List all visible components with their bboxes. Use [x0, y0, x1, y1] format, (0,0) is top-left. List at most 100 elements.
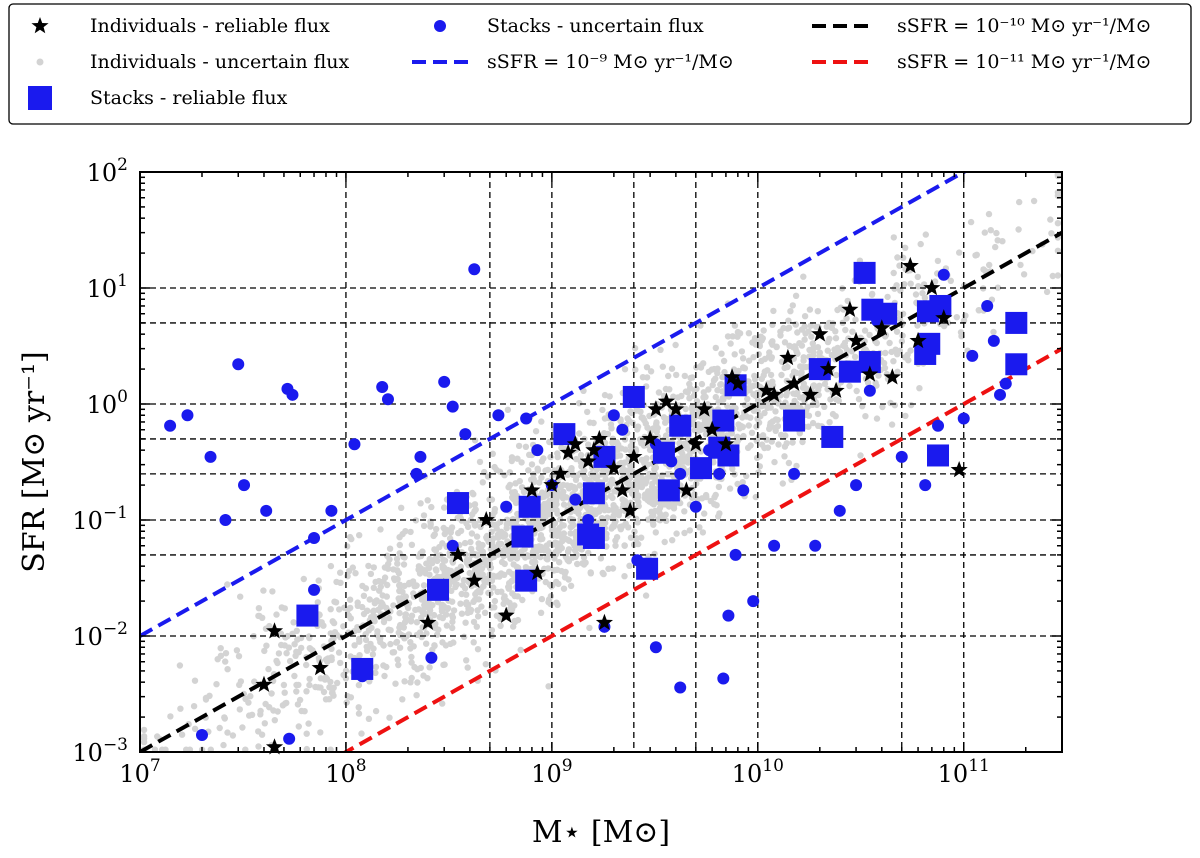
data-point-square [853, 261, 876, 284]
cloud-point [365, 562, 372, 570]
cloud-point [768, 438, 775, 445]
data-point-square [1005, 353, 1028, 376]
cloud-point [899, 332, 906, 339]
cloud-point [644, 461, 651, 468]
data-point-circle [181, 409, 194, 422]
cloud-point [532, 428, 540, 435]
cloud-point [408, 541, 416, 548]
cloud-point [652, 529, 659, 536]
cloud-point [614, 446, 621, 453]
cloud-point [178, 731, 186, 738]
cloud-point [423, 560, 430, 567]
cloud-point [503, 597, 510, 604]
cloud-point [681, 372, 688, 380]
cloud-point [508, 454, 516, 461]
cloud-point [769, 418, 776, 425]
cloud-point [806, 346, 813, 354]
data-point-star [779, 348, 797, 366]
cloud-point [510, 496, 518, 503]
cloud-point [549, 541, 556, 548]
cloud-point [433, 552, 440, 559]
cloud-point [612, 542, 619, 549]
cloud-point [336, 606, 343, 613]
cloud-point [814, 344, 822, 351]
cloud-point [760, 327, 767, 334]
data-point-circle [994, 388, 1007, 401]
cloud-point [643, 364, 651, 371]
cloud-point [560, 481, 567, 489]
cloud-point [673, 371, 680, 379]
cloud-point [497, 530, 504, 537]
cloud-point [609, 439, 616, 446]
cloud-point [443, 622, 451, 629]
cloud-point [355, 681, 363, 689]
cloud-point [809, 340, 816, 347]
cloud-point [433, 567, 440, 574]
cloud-point [724, 333, 732, 340]
data-point-star [613, 481, 631, 498]
cloud-point [689, 374, 696, 381]
cloud-point [916, 385, 923, 392]
cloud-point [947, 277, 954, 284]
cloud-point [420, 672, 427, 679]
cloud-point [467, 538, 474, 546]
data-point-square [838, 360, 861, 383]
cloud-point [772, 408, 779, 415]
cloud-point [356, 532, 363, 539]
cloud-point [831, 346, 838, 353]
cloud-point [427, 523, 434, 530]
data-point-star [621, 501, 639, 519]
cloud-point [493, 466, 500, 474]
data-point-star [647, 400, 665, 417]
cloud-point [355, 710, 363, 717]
cloud-point [315, 577, 322, 584]
data-point-circle [966, 349, 979, 362]
cloud-point [237, 678, 245, 685]
y-tick-label: 101 [87, 271, 128, 303]
cloud-point [322, 696, 330, 703]
cloud-point [317, 675, 324, 682]
cloud-point [383, 593, 390, 600]
data-point-star [543, 476, 561, 493]
cloud-point [1029, 247, 1036, 255]
cloud-point [610, 512, 617, 519]
cloud-point [471, 521, 478, 528]
cloud-point [567, 530, 574, 537]
data-point-circle [607, 409, 620, 422]
data-point-square [669, 414, 692, 437]
cloud-point [303, 745, 310, 753]
cloud-point [781, 339, 789, 346]
cloud-point [386, 714, 393, 721]
cloud-point [846, 382, 853, 390]
data-point-circle [729, 548, 742, 561]
cloud-point [873, 339, 880, 347]
cloud-point [394, 567, 401, 574]
cloud-point [528, 461, 536, 468]
data-point-star [785, 374, 803, 391]
ssfr-line-0 [140, 172, 968, 638]
cloud-point [665, 372, 672, 380]
legend-label-4: sSFR = 10⁻⁹ M⊙ yr⁻¹/M⊙ [487, 51, 734, 73]
cloud-point [495, 540, 502, 548]
cloud-point [715, 513, 722, 520]
legend-label-0: Individuals - reliable flux [90, 15, 330, 37]
cloud-point [362, 636, 370, 644]
cloud-point [639, 374, 647, 381]
cloud-point [767, 371, 775, 379]
cloud-point [1043, 288, 1051, 296]
cloud-point [255, 605, 263, 612]
cloud-point [837, 304, 844, 311]
cloud-point [676, 455, 683, 462]
cloud-point [689, 409, 696, 416]
cloud-point [550, 497, 557, 504]
cloud-point [367, 640, 374, 648]
cloud-point [862, 413, 869, 420]
data-point-circle [768, 539, 781, 552]
cloud-point [890, 269, 897, 277]
cloud-point [352, 570, 359, 577]
data-point-circle [438, 375, 451, 388]
data-point-star [449, 545, 467, 563]
cloud-point [390, 575, 398, 582]
cloud-point [750, 391, 757, 398]
cloud-point [894, 368, 901, 375]
